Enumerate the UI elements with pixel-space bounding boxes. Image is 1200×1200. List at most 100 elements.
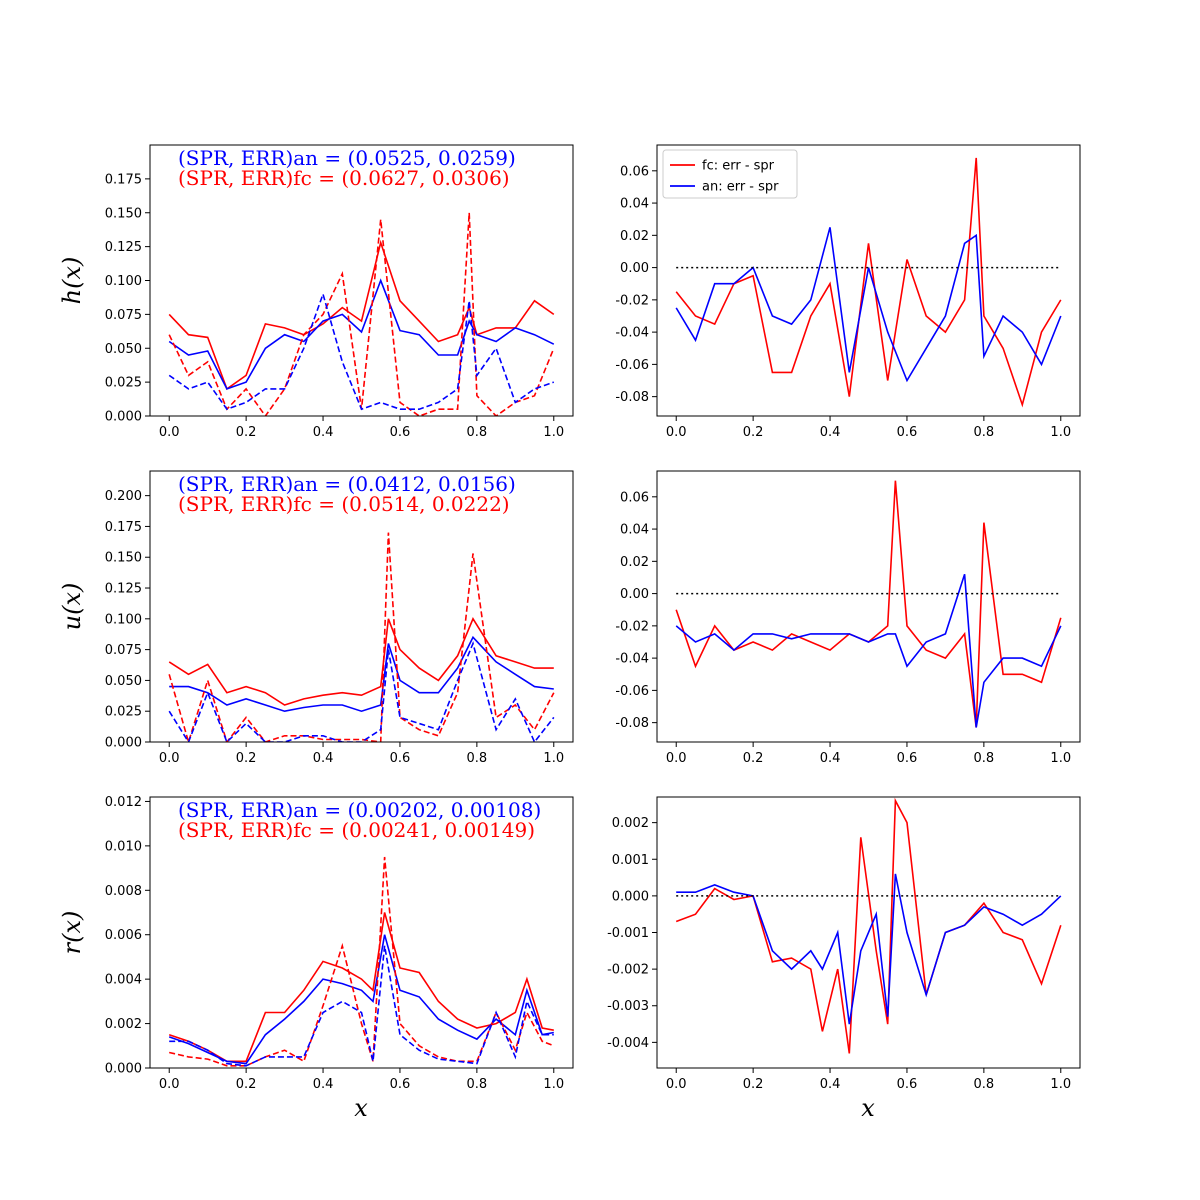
series-an-solid-line xyxy=(169,635,554,713)
annotation-fc: (SPR, ERR)fc = (0.0514, 0.0222) xyxy=(178,492,510,516)
y-tick-label: 0.075 xyxy=(105,308,142,323)
chart-u-left: 0.0 0.2 0.4 0.6 0.8 1.0 0.000 0.025 0.050 0.075 0.… xyxy=(58,470,574,766)
y-tick-label: -0.02 xyxy=(615,293,649,308)
y-tick-label: 0.001 xyxy=(612,853,649,868)
series-fc-solid-line xyxy=(168,912,554,1063)
annotation-an: (SPR, ERR)an = (0.00202, 0.00108) xyxy=(178,798,541,822)
chart-h-left: 0.0 0.2 0.4 0.6 0.8 1.0 0.000 0.025 0.050 0.075 0.… xyxy=(58,144,574,440)
y-tick-label: 0.175 xyxy=(105,172,142,187)
y-tick-label: 0.125 xyxy=(105,582,142,597)
x-tick-label: 0.6 xyxy=(390,751,411,766)
y-tick-label: 0.04 xyxy=(620,197,649,212)
legend-box xyxy=(662,149,798,199)
x-tick-label: 1.0 xyxy=(1050,1077,1071,1092)
x-tick-label: 0.2 xyxy=(743,1077,764,1092)
chart-u-right: 0.0 0.2 0.4 0.6 0.8 1.0 -0.08 -0.06 -0.04 -0.02 0.… xyxy=(615,470,1081,766)
y-tick-label: 0.000 xyxy=(105,1062,142,1077)
x-tick-label: 0.0 xyxy=(159,1077,180,1092)
y-tick-label: 0.000 xyxy=(105,410,142,425)
y-tick-label: -0.02 xyxy=(615,619,649,634)
annotation-fc: (SPR, ERR)fc = (0.00241, 0.00149) xyxy=(178,818,535,842)
series-fc-solid-line xyxy=(168,617,554,706)
x-tick-label: 0.4 xyxy=(820,425,841,440)
y-tick-label: -0.08 xyxy=(615,390,649,405)
y-tick-label: 0.025 xyxy=(105,705,142,720)
series-an-solid-line xyxy=(675,573,1062,728)
y-tick-label: -0.06 xyxy=(615,358,649,373)
y-tick-label: 0.075 xyxy=(105,643,142,658)
x-tick-label: 0.6 xyxy=(897,1077,918,1092)
y-tick-label: -0.06 xyxy=(615,684,649,699)
y-tick-label: 0.02 xyxy=(620,555,649,570)
y-tick-label: -0.001 xyxy=(607,926,649,941)
x-tick-label: 1.0 xyxy=(1050,751,1071,766)
series-fc-dashed-line xyxy=(168,532,555,742)
annotation-an: (SPR, ERR)an = (0.0412, 0.0156) xyxy=(178,472,516,496)
legend: fc: err - spr an: err - spr xyxy=(662,149,798,199)
series-an-dashed-line xyxy=(169,945,554,1067)
y-axis-label: r(x) xyxy=(58,911,86,955)
x-tick-label: 0.4 xyxy=(313,425,334,440)
y-tick-label: 0.004 xyxy=(105,973,142,988)
y-tick-label: 0.150 xyxy=(105,206,142,221)
y-tick-label: -0.003 xyxy=(607,999,649,1014)
x-tick-label: 0.2 xyxy=(236,751,257,766)
series-an-solid-line xyxy=(676,873,1062,1025)
plot-frame xyxy=(149,470,574,743)
y-tick-label: 0.012 xyxy=(105,795,142,810)
x-axis-label-left: x xyxy=(354,1094,368,1122)
y-tick-label: -0.002 xyxy=(607,963,649,978)
y-tick-label: 0.050 xyxy=(105,342,142,357)
x-tick-label: 0.6 xyxy=(390,1077,411,1092)
annotation-fc: (SPR, ERR)fc = (0.0627, 0.0306) xyxy=(178,166,510,190)
x-tick-label: 0.6 xyxy=(897,751,918,766)
series-an-solid-line xyxy=(675,227,1062,383)
legend-label-an: an: err - spr xyxy=(702,180,779,195)
series-fc-solid-line xyxy=(675,157,1062,408)
series-an-dashed-line xyxy=(168,641,555,742)
x-tick-label: 0.8 xyxy=(974,751,995,766)
x-tick-label: 0.0 xyxy=(159,751,180,766)
y-tick-label: 0.025 xyxy=(105,376,142,391)
series-an-dashed-line xyxy=(168,291,555,411)
x-tick-label: 0.2 xyxy=(236,425,257,440)
x-tick-label: 0.0 xyxy=(666,751,687,766)
x-tick-label: 0.0 xyxy=(666,1077,687,1092)
x-tick-label: 1.0 xyxy=(543,425,564,440)
chart-r-left: 0.0 0.2 0.4 0.6 0.8 1.0 0.000 0.002 0.004 0.006 0.… xyxy=(58,795,574,1092)
y-tick-label: 0.008 xyxy=(105,884,142,899)
y-tick-label: 0.010 xyxy=(105,839,142,854)
y-tick-label: 0.050 xyxy=(105,674,142,689)
x-axis-label-right: x xyxy=(861,1094,875,1122)
x-tick-label: 0.6 xyxy=(897,425,918,440)
y-tick-label: 0.002 xyxy=(612,816,649,831)
x-tick-label: 0.6 xyxy=(390,425,411,440)
series-fc-solid-line xyxy=(675,480,1062,728)
x-tick-label: 0.8 xyxy=(467,1077,488,1092)
chart-h-right: 0.0 0.2 0.4 0.6 0.8 1.0 -0.08 -0.06 -0.04 -0.02 0.… xyxy=(615,144,1081,440)
y-axis-label: h(x) xyxy=(58,257,86,305)
x-tick-label: 0.4 xyxy=(820,751,841,766)
series-an-solid-line xyxy=(168,278,555,390)
x-tick-label: 0.4 xyxy=(313,751,334,766)
y-tick-label: 0.06 xyxy=(620,164,649,179)
x-tick-label: 0.0 xyxy=(159,425,180,440)
y-tick-label: 0.100 xyxy=(105,612,142,627)
x-tick-label: 0.4 xyxy=(313,1077,334,1092)
y-tick-label: 0.000 xyxy=(105,736,142,751)
series-fc-solid-line xyxy=(168,239,555,391)
legend-label-fc: fc: err - spr xyxy=(702,159,775,174)
y-tick-label: 0.100 xyxy=(105,274,142,289)
y-tick-label: 0.150 xyxy=(105,551,142,566)
y-axis-label: u(x) xyxy=(58,583,86,631)
y-tick-label: 0.00 xyxy=(620,587,649,602)
y-tick-label: 0.000 xyxy=(612,889,649,904)
x-tick-label: 0.8 xyxy=(467,751,488,766)
x-tick-label: 0.2 xyxy=(236,1077,257,1092)
x-tick-label: 0.2 xyxy=(743,425,764,440)
x-tick-label: 0.4 xyxy=(820,1077,841,1092)
axes-layer: 0.0 0.2 0.4 0.6 0.8 1.0 0.000 0.025 0.050 0.075 0.… xyxy=(58,144,1081,1092)
y-tick-label: -0.04 xyxy=(615,652,649,667)
y-tick-label: 0.02 xyxy=(620,229,649,244)
x-tick-label: 0.8 xyxy=(974,1077,995,1092)
